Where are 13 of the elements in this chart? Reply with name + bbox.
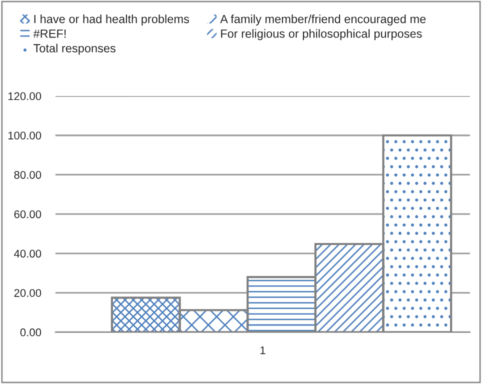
legend-label: A family member/friend encouraged me	[220, 14, 426, 26]
y-tick-label: 40.00	[14, 250, 42, 258]
y-tick-label: 120.00	[8, 92, 42, 100]
y-tick-label: 60.00	[14, 210, 42, 218]
legend-label: #REF!	[33, 30, 66, 38]
y-tick-label: 20.00	[14, 289, 42, 297]
legend-label: I have or had health problems	[34, 14, 190, 26]
legend-label: For religious or philosophical purposes	[221, 29, 422, 40]
y-tick-label: 100.00	[8, 132, 42, 140]
legend-label: Total responses	[34, 44, 116, 55]
y-tick-label: 0.00	[20, 328, 42, 336]
x-tick-label: 1	[260, 346, 266, 354]
y-tick-label: 80.00	[14, 170, 42, 179]
